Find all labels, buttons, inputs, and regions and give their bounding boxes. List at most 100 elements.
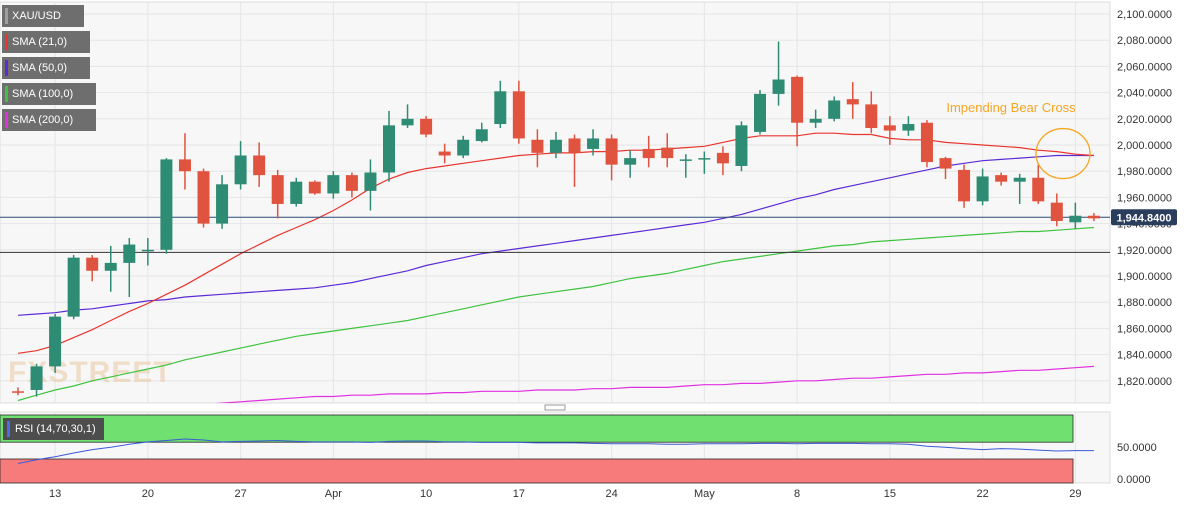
candle (271, 169, 284, 219)
candle (661, 133, 674, 168)
y-tick-label: 2,060.0000 (1117, 61, 1172, 73)
sma-50-swatch (5, 60, 8, 76)
candle-body (420, 118, 433, 135)
candle (958, 164, 971, 208)
candle-body (401, 118, 414, 126)
sma-200-line (214, 365, 1094, 403)
candle-body (178, 159, 191, 172)
candle-body (104, 262, 117, 271)
candle (624, 150, 637, 178)
candle (401, 104, 414, 128)
sma-21-swatch (5, 34, 8, 50)
sma-21-label: SMA (21,0) (12, 36, 68, 48)
y-tick-label: 2,000.0000 (1117, 140, 1172, 152)
candle (828, 96, 841, 122)
candle-body (772, 79, 785, 94)
candle (364, 159, 377, 211)
candle-body (216, 184, 229, 224)
rsi-tick-label: 0.0000 (1117, 474, 1151, 486)
candle-body (12, 391, 24, 393)
candle-body (67, 257, 80, 317)
price-tag-label: 1,944.8400 (1116, 212, 1171, 224)
candle (902, 116, 915, 136)
candle-body (587, 138, 600, 149)
x-tick-label: 17 (513, 488, 525, 500)
legend-sma-100[interactable]: SMA (100,0) (2, 83, 96, 105)
candle (809, 109, 822, 128)
candle-body (531, 139, 544, 153)
candle (12, 387, 24, 396)
candle-body (234, 155, 247, 185)
x-tick-label: 15 (884, 488, 896, 500)
rsi-tick-label: 50.0000 (1117, 442, 1157, 454)
candle (30, 363, 43, 397)
y-tick-label: 2,080.0000 (1117, 35, 1172, 47)
candle-body (197, 171, 210, 224)
sma-100-label: SMA (100,0) (12, 88, 74, 100)
candle (216, 175, 229, 229)
candle-body (661, 147, 674, 159)
candle (1087, 213, 1100, 221)
candle-body (865, 104, 878, 128)
candle-body (1013, 177, 1026, 182)
candle-body (642, 148, 655, 159)
candle-body (679, 159, 692, 161)
candle-body (49, 316, 62, 367)
x-tick-label: 27 (234, 488, 246, 500)
price-series-group (0, 41, 1110, 403)
candle (123, 238, 136, 297)
legend-sma-200[interactable]: SMA (200,0) (2, 109, 96, 131)
candle-body (939, 158, 952, 169)
candle-body (383, 125, 395, 173)
candle (605, 134, 618, 181)
candle (178, 133, 191, 190)
y-tick-label: 1,900.0000 (1117, 271, 1172, 283)
candle (1013, 173, 1026, 204)
sma-200-label: SMA (200,0) (12, 114, 74, 126)
sma-200-swatch (5, 112, 8, 128)
candle (568, 134, 581, 187)
candle (995, 172, 1008, 186)
candle-body (735, 125, 748, 166)
candle (475, 122, 488, 143)
candle-body (475, 129, 488, 142)
sma-100-line (17, 226, 1094, 402)
candle (345, 172, 358, 198)
candle (383, 110, 395, 182)
candle-body (123, 244, 136, 263)
candle-body (958, 169, 971, 202)
candle (141, 238, 154, 266)
symbol-label[interactable]: XAU/USD (2, 5, 84, 27)
candle (67, 255, 80, 320)
x-tick-label: 24 (605, 488, 617, 500)
candle-body (568, 138, 581, 153)
candle-body (1087, 215, 1100, 219)
candle-body (902, 124, 915, 131)
candle (735, 121, 748, 172)
candle-body (605, 138, 618, 165)
candle (791, 75, 804, 147)
symbol-text: XAU/USD (12, 10, 61, 22)
candle (587, 129, 600, 156)
candle-body (809, 118, 822, 123)
candle-body (624, 158, 637, 165)
legend-sma-50[interactable]: SMA (50,0) (2, 57, 90, 79)
y-tick-label: 1,860.0000 (1117, 323, 1172, 335)
x-tick-label: 8 (794, 488, 800, 500)
sma-100-swatch (5, 86, 8, 102)
sma-50-label: SMA (50,0) (12, 62, 68, 74)
price-tag-bg (1111, 209, 1177, 226)
candle-body (86, 257, 99, 271)
candle-body (920, 122, 933, 163)
legend-sma-21[interactable]: SMA (21,0) (2, 31, 90, 53)
rsi-label: RSI (14,70,30,1) (15, 423, 96, 435)
candle (86, 255, 99, 282)
price-panel (0, 1, 1111, 404)
legend-rsi[interactable]: RSI (14,70,30,1) (3, 418, 104, 440)
candle (457, 135, 470, 159)
candle (531, 129, 544, 168)
x-tick-label: 20 (142, 488, 154, 500)
panel-resize-handle (544, 404, 566, 411)
y-tick-label: 2,040.0000 (1117, 88, 1172, 100)
